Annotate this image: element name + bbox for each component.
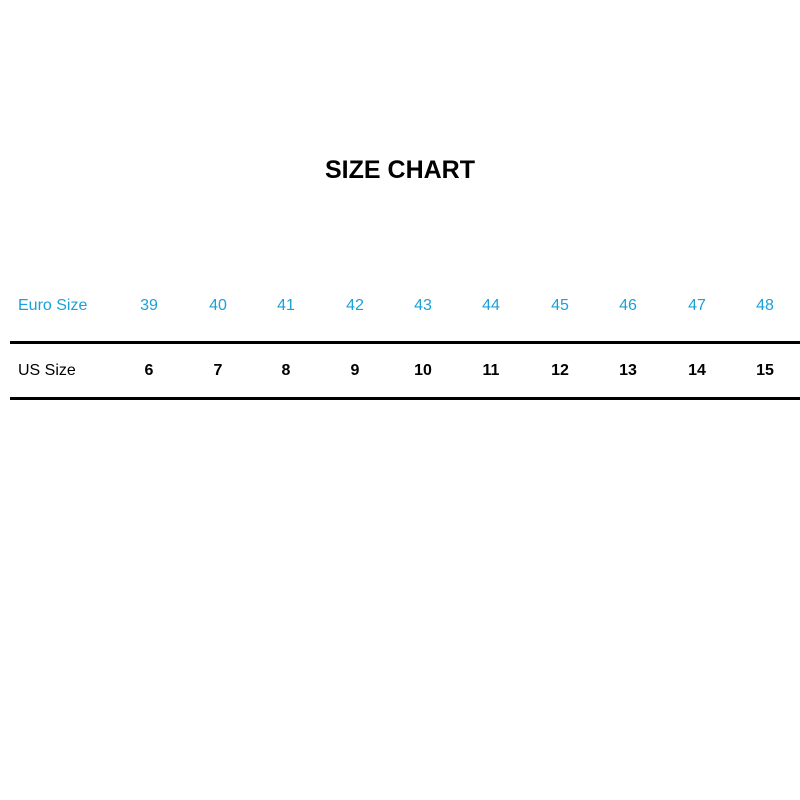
table-cell: 44	[482, 297, 500, 314]
table-cell: 7	[213, 362, 223, 379]
table-cell: 6	[144, 362, 154, 379]
row-label: Euro Size	[18, 297, 88, 314]
table-cell: 8	[281, 362, 291, 379]
table-cell: 43	[414, 297, 432, 314]
table-cell: 11	[482, 362, 500, 379]
table-cell: 48	[756, 297, 774, 314]
euro-size-row: Euro Size 39 40 41 42 43 44 45 46 47 48	[0, 291, 800, 321]
table-cell: 13	[619, 362, 637, 379]
page-title: SIZE CHART	[325, 156, 475, 184]
table-cell: 12	[551, 362, 569, 379]
table-cell: 9	[350, 362, 360, 379]
table-cell: 15	[756, 362, 774, 379]
table-cell: 40	[209, 297, 227, 314]
us-size-row: US Size 6 7 8 9 10 11 12 13 14 15	[0, 356, 800, 386]
table-cell: 41	[277, 297, 295, 314]
table-cell: 47	[688, 297, 706, 314]
table-cell: 10	[414, 362, 432, 379]
divider	[10, 397, 800, 400]
table-cell: 39	[140, 297, 158, 314]
table-cell: 42	[346, 297, 364, 314]
table-cell: 14	[688, 362, 706, 379]
divider	[10, 341, 800, 344]
table-cell: 46	[619, 297, 637, 314]
table-cell: 45	[551, 297, 569, 314]
row-label: US Size	[18, 362, 76, 379]
